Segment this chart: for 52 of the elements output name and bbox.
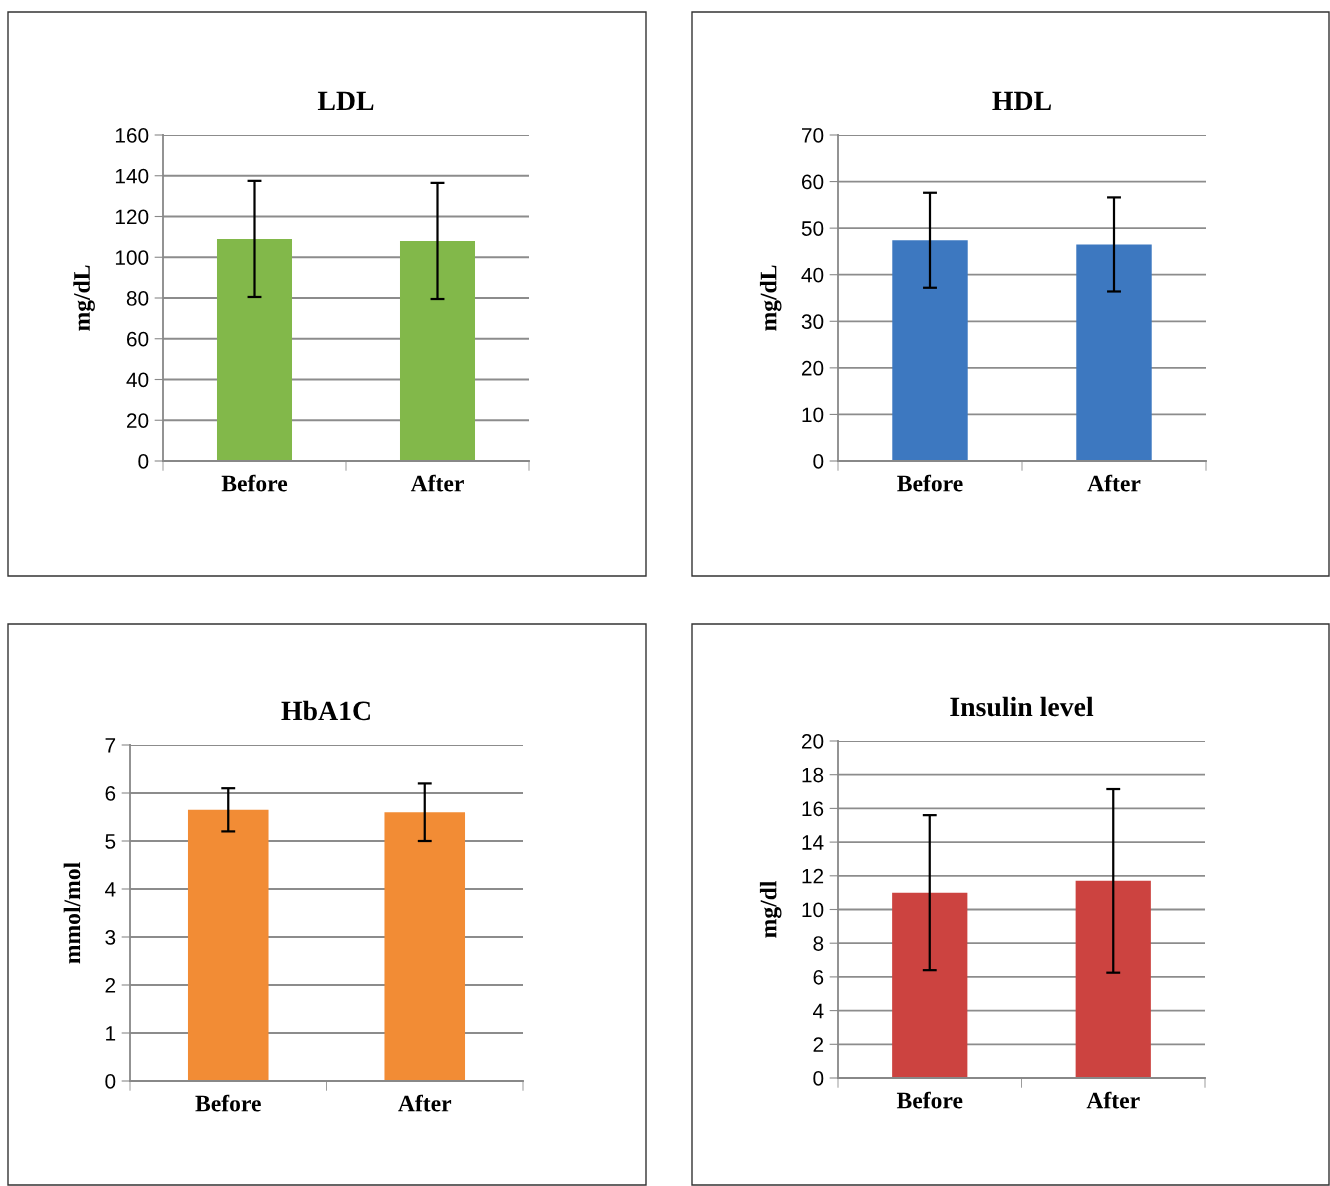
y-axis-title: mg/dl xyxy=(759,881,782,938)
y-tick-label: 1 xyxy=(106,1026,116,1041)
y-tick-label: 0 xyxy=(813,1071,824,1086)
y-tick-label: 7 xyxy=(105,738,116,753)
y-tick-label: 40 xyxy=(801,267,824,283)
x-tick-label: Before xyxy=(195,1094,261,1112)
x-tick-label: After xyxy=(410,474,464,492)
x-tick-label: After xyxy=(1087,474,1141,492)
y-tick-label: 2 xyxy=(813,1037,824,1052)
y-axis-title: mg/dL xyxy=(73,265,95,331)
y-tick-label: 12 xyxy=(802,868,824,884)
chart-title: LDL xyxy=(317,91,374,111)
y-tick-label: 60 xyxy=(127,331,149,347)
y-tick-label: 2 xyxy=(105,978,116,993)
y-tick-label: 3 xyxy=(105,930,116,945)
y-tick-label: 6 xyxy=(813,969,824,985)
chart-title: HbA1C xyxy=(281,700,370,721)
y-tick-label: 4 xyxy=(105,882,116,897)
y-tick-label: 4 xyxy=(813,1003,824,1019)
y-tick-label: 6 xyxy=(105,786,116,801)
y-tick-label: 16 xyxy=(802,801,824,817)
x-tick-label: After xyxy=(1086,1091,1140,1109)
chart-title: HDL xyxy=(992,91,1051,111)
y-tick-label: 0 xyxy=(105,1074,116,1089)
y-tick-label: 80 xyxy=(126,291,149,306)
y-tick-label: 14 xyxy=(802,835,824,850)
y-tick-label: 160 xyxy=(115,128,149,143)
y-tick-label: 20 xyxy=(801,734,824,749)
y-tick-label: 10 xyxy=(802,902,824,918)
x-tick-label: After xyxy=(398,1094,452,1112)
y-tick-label: 0 xyxy=(813,454,824,469)
y-axis-title: mmol/mol xyxy=(63,862,81,964)
y-tick-label: 10 xyxy=(802,407,824,423)
y-tick-label: 40 xyxy=(126,372,149,388)
y-tick-label: 100 xyxy=(115,250,149,265)
y-tick-label: 18 xyxy=(802,767,824,783)
y-tick-label: 50 xyxy=(801,221,824,236)
y-tick-label: 60 xyxy=(802,174,824,190)
x-tick-label: Before xyxy=(897,474,963,492)
y-tick-label: 30 xyxy=(801,314,824,330)
y-tick-label: 20 xyxy=(801,360,824,376)
y-tick-label: 0 xyxy=(138,454,149,469)
y-axis-title: mg/dL xyxy=(759,265,782,331)
y-tick-label: 120 xyxy=(115,209,149,225)
y-tick-label: 8 xyxy=(813,936,824,951)
x-tick-label: Before xyxy=(896,1091,963,1109)
y-tick-label: 70 xyxy=(802,128,824,143)
y-tick-label: 20 xyxy=(126,413,149,428)
y-tick-label: 140 xyxy=(115,168,149,184)
x-tick-label: Before xyxy=(221,474,288,492)
chart-title: Insulin level xyxy=(950,696,1094,717)
y-tick-label: 5 xyxy=(105,834,116,849)
